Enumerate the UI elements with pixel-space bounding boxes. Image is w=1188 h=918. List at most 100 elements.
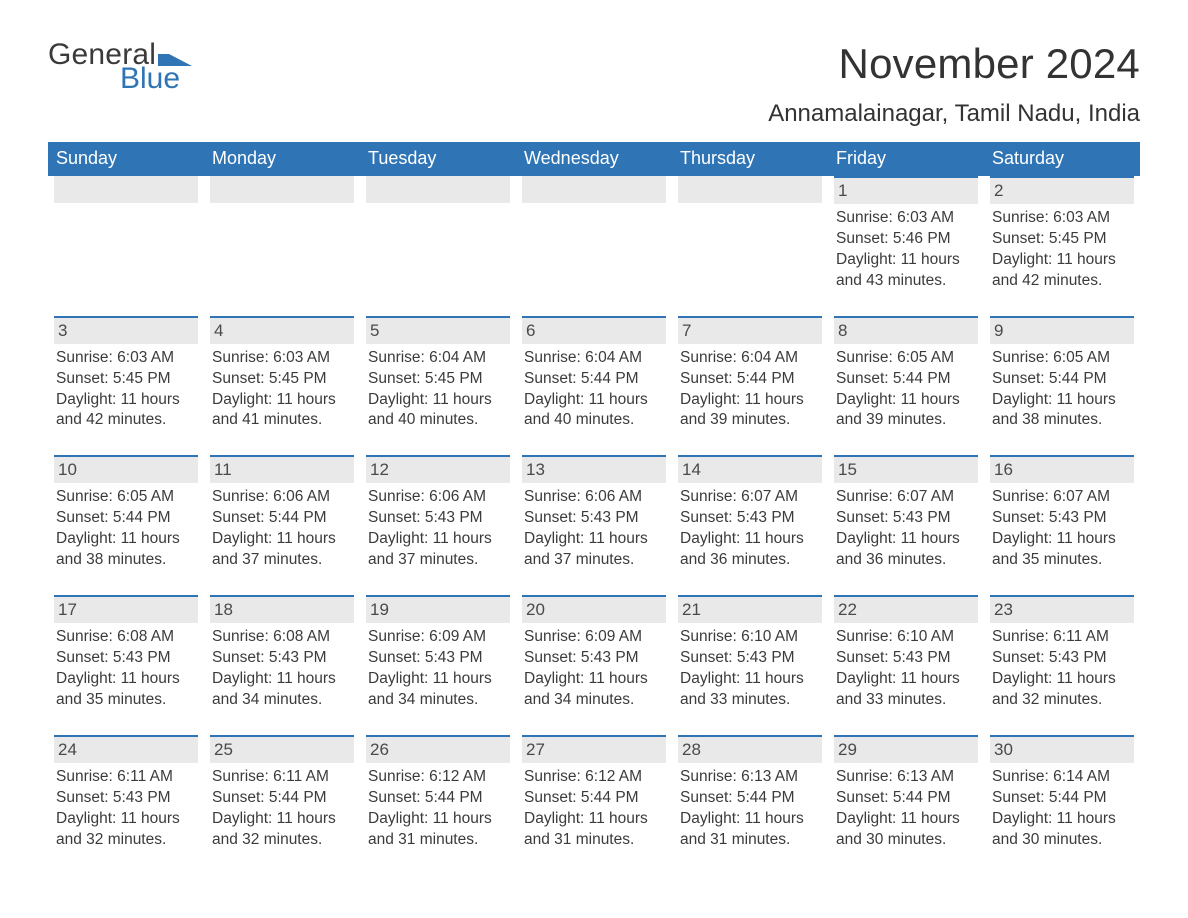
- day-number: 18: [210, 595, 354, 623]
- sunrise-line: Sunrise: 6:10 AM: [836, 627, 976, 648]
- daylight-line: Daylight: 11 hours and 31 minutes.: [680, 809, 820, 851]
- sunset-value: 5:43 PM: [1049, 649, 1107, 666]
- sunrise-label: Sunrise:: [680, 488, 741, 505]
- day-cell: 7Sunrise: 6:04 AMSunset: 5:44 PMDaylight…: [672, 316, 828, 442]
- daylight-label: Daylight:: [368, 530, 433, 547]
- sunset-line: Sunset: 5:44 PM: [212, 508, 352, 529]
- day-info: Sunrise: 6:10 AMSunset: 5:43 PMDaylight:…: [834, 623, 978, 711]
- sunset-line: Sunset: 5:45 PM: [992, 229, 1132, 250]
- sunset-label: Sunset:: [368, 649, 425, 666]
- empty-day-bar: [522, 176, 666, 203]
- daylight-label: Daylight:: [524, 391, 589, 408]
- daylight-label: Daylight:: [56, 530, 121, 547]
- sunrise-value: 6:08 AM: [117, 628, 174, 645]
- day-info: Sunrise: 6:08 AMSunset: 5:43 PMDaylight:…: [54, 623, 198, 711]
- sunrise-value: 6:14 AM: [1053, 768, 1110, 785]
- sunset-value: 5:43 PM: [737, 649, 795, 666]
- daylight-line: Daylight: 11 hours and 38 minutes.: [56, 529, 196, 571]
- sunrise-label: Sunrise:: [836, 628, 897, 645]
- daylight-label: Daylight:: [212, 530, 277, 547]
- sunset-value: 5:45 PM: [269, 370, 327, 387]
- daylight-line: Daylight: 11 hours and 41 minutes.: [212, 390, 352, 432]
- sunset-line: Sunset: 5:44 PM: [992, 369, 1132, 390]
- sunset-label: Sunset:: [368, 509, 425, 526]
- daylight-line: Daylight: 11 hours and 30 minutes.: [836, 809, 976, 851]
- sunrise-label: Sunrise:: [992, 768, 1053, 785]
- sunrise-label: Sunrise:: [212, 349, 273, 366]
- sunset-line: Sunset: 5:43 PM: [680, 648, 820, 669]
- day-cell: 30Sunrise: 6:14 AMSunset: 5:44 PMDayligh…: [984, 735, 1140, 861]
- sunrise-value: 6:11 AM: [117, 768, 173, 785]
- sunset-line: Sunset: 5:43 PM: [212, 648, 352, 669]
- day-info: Sunrise: 6:08 AMSunset: 5:43 PMDaylight:…: [210, 623, 354, 711]
- day-info: Sunrise: 6:09 AMSunset: 5:43 PMDaylight:…: [366, 623, 510, 711]
- daylight-label: Daylight:: [524, 810, 589, 827]
- sunset-line: Sunset: 5:43 PM: [836, 508, 976, 529]
- day-cell: 17Sunrise: 6:08 AMSunset: 5:43 PMDayligh…: [48, 595, 204, 721]
- sunrise-label: Sunrise:: [368, 768, 429, 785]
- sunset-line: Sunset: 5:43 PM: [368, 508, 508, 529]
- day-number: 11: [210, 455, 354, 483]
- sunrise-value: 6:07 AM: [897, 488, 954, 505]
- sunrise-label: Sunrise:: [524, 349, 585, 366]
- day-cell: 6Sunrise: 6:04 AMSunset: 5:44 PMDaylight…: [516, 316, 672, 442]
- day-number: 7: [678, 316, 822, 344]
- empty-day-bar: [366, 176, 510, 203]
- sunset-label: Sunset:: [836, 789, 893, 806]
- sunset-label: Sunset:: [56, 789, 113, 806]
- sunrise-value: 6:12 AM: [585, 768, 642, 785]
- sunset-line: Sunset: 5:43 PM: [992, 508, 1132, 529]
- day-info: Sunrise: 6:09 AMSunset: 5:43 PMDaylight:…: [522, 623, 666, 711]
- empty-day-bar: [678, 176, 822, 203]
- sunset-value: 5:44 PM: [113, 509, 171, 526]
- sunset-value: 5:43 PM: [581, 649, 639, 666]
- daylight-line: Daylight: 11 hours and 34 minutes.: [212, 669, 352, 711]
- sunset-value: 5:43 PM: [113, 649, 171, 666]
- sunset-label: Sunset:: [992, 509, 1049, 526]
- day-number: 10: [54, 455, 198, 483]
- daylight-label: Daylight:: [836, 251, 901, 268]
- day-info: Sunrise: 6:03 AMSunset: 5:45 PMDaylight:…: [54, 344, 198, 432]
- day-info: Sunrise: 6:05 AMSunset: 5:44 PMDaylight:…: [834, 344, 978, 432]
- sunset-value: 5:45 PM: [113, 370, 171, 387]
- sunset-label: Sunset:: [524, 509, 581, 526]
- day-number: 15: [834, 455, 978, 483]
- sunrise-label: Sunrise:: [836, 349, 897, 366]
- sunset-value: 5:45 PM: [425, 370, 483, 387]
- sunrise-label: Sunrise:: [212, 628, 273, 645]
- daylight-line: Daylight: 11 hours and 34 minutes.: [368, 669, 508, 711]
- sunset-label: Sunset:: [836, 370, 893, 387]
- day-cell: 21Sunrise: 6:10 AMSunset: 5:43 PMDayligh…: [672, 595, 828, 721]
- sunset-value: 5:43 PM: [737, 509, 795, 526]
- sunrise-value: 6:03 AM: [1053, 209, 1110, 226]
- daylight-label: Daylight:: [992, 670, 1057, 687]
- daylight-label: Daylight:: [680, 670, 745, 687]
- sunrise-value: 6:04 AM: [585, 349, 642, 366]
- sunrise-line: Sunrise: 6:12 AM: [524, 767, 664, 788]
- sunset-line: Sunset: 5:44 PM: [368, 788, 508, 809]
- day-cell: 29Sunrise: 6:13 AMSunset: 5:44 PMDayligh…: [828, 735, 984, 861]
- sunrise-label: Sunrise:: [212, 768, 273, 785]
- empty-day-bar: [54, 176, 198, 203]
- week-row: 17Sunrise: 6:08 AMSunset: 5:43 PMDayligh…: [48, 595, 1140, 721]
- sunset-label: Sunset:: [680, 789, 737, 806]
- sunset-value: 5:44 PM: [893, 370, 951, 387]
- day-info: Sunrise: 6:03 AMSunset: 5:45 PMDaylight:…: [210, 344, 354, 432]
- daylight-label: Daylight:: [836, 810, 901, 827]
- sunset-line: Sunset: 5:43 PM: [992, 648, 1132, 669]
- empty-cell: [48, 176, 204, 302]
- day-cell: 28Sunrise: 6:13 AMSunset: 5:44 PMDayligh…: [672, 735, 828, 861]
- sunset-value: 5:43 PM: [893, 509, 951, 526]
- sunset-label: Sunset:: [836, 230, 893, 247]
- sunset-line: Sunset: 5:43 PM: [680, 508, 820, 529]
- day-number: 9: [990, 316, 1134, 344]
- daylight-label: Daylight:: [368, 670, 433, 687]
- daylight-label: Daylight:: [992, 391, 1057, 408]
- location: Annamalainagar, Tamil Nadu, India: [768, 100, 1140, 128]
- logo-text-blue: Blue: [120, 64, 192, 94]
- daylight-label: Daylight:: [680, 391, 745, 408]
- sunrise-line: Sunrise: 6:13 AM: [680, 767, 820, 788]
- day-info: Sunrise: 6:04 AMSunset: 5:44 PMDaylight:…: [678, 344, 822, 432]
- daylight-line: Daylight: 11 hours and 39 minutes.: [680, 390, 820, 432]
- daylight-label: Daylight:: [524, 670, 589, 687]
